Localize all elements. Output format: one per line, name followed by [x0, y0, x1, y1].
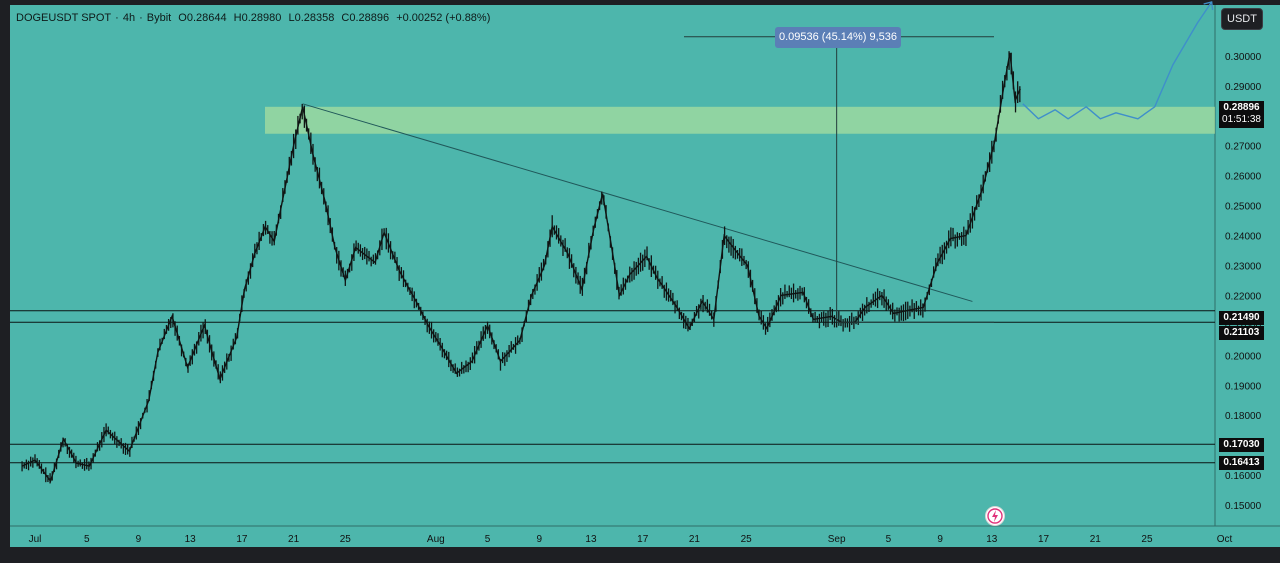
x-tick-label: 25 [741, 534, 753, 545]
y-tick-label: 0.15000 [1225, 501, 1262, 512]
x-tick-label: 13 [986, 534, 998, 545]
interval-label: 4h [122, 12, 136, 24]
time-axis[interactable] [10, 526, 1280, 547]
level-tag-2: 0.21103 [1219, 326, 1264, 340]
projection-path [1022, 1, 1213, 120]
y-tick-label: 0.19000 [1225, 381, 1262, 392]
x-tick-label: 9 [536, 534, 542, 545]
level-tag-1: 0.21490 [1219, 311, 1264, 325]
low-value: L0.28358 [288, 12, 335, 24]
y-tick-label: 0.18000 [1225, 411, 1262, 422]
price-line [21, 52, 1021, 483]
descending-trendline [302, 103, 973, 302]
x-tick-label: Sep [828, 534, 846, 545]
y-tick-label: 0.29000 [1225, 82, 1262, 93]
level-tag-3: 0.17030 [1219, 438, 1264, 452]
x-tick-label: Jul [29, 534, 42, 545]
x-tick-label: 21 [288, 534, 300, 545]
x-tick-label: Oct [1217, 534, 1233, 545]
last-price-value: 0.28896 [1223, 102, 1260, 113]
last-price-tag: 0.28896 01:51:38 [1219, 101, 1264, 128]
resistance-zone [265, 106, 1215, 134]
x-tick-label: 5 [886, 534, 892, 545]
x-tick-label: 9 [136, 534, 142, 545]
y-tick-label: 0.24000 [1225, 232, 1262, 243]
x-tick-label: 13 [185, 534, 197, 545]
y-tick-label: 0.27000 [1225, 142, 1262, 153]
bar-countdown: 01:51:38 [1222, 114, 1261, 125]
level-tag-4: 0.16413 [1219, 456, 1264, 470]
high-value: H0.28980 [233, 12, 282, 24]
x-tick-label: 25 [1141, 534, 1153, 545]
y-tick-label: 0.20000 [1225, 351, 1262, 362]
change-value: +0.00252 (+0.88%) [396, 12, 491, 24]
x-tick-label: 9 [937, 534, 943, 545]
x-tick-label: 17 [236, 534, 248, 545]
y-tick-label: 0.25000 [1225, 202, 1262, 213]
currency-button[interactable]: USDT [1221, 8, 1263, 30]
y-tick-label: 0.22000 [1225, 291, 1262, 302]
y-tick-label: 0.16000 [1225, 471, 1262, 482]
open-value: O0.28644 [178, 12, 227, 24]
y-tick-label: 0.30000 [1225, 52, 1262, 63]
x-tick-label: Aug [427, 534, 445, 545]
measure-label: 0.09536 (45.14%) 9,536 [775, 27, 901, 48]
x-tick-label: 17 [1038, 534, 1050, 545]
plot-area[interactable] [10, 5, 1215, 526]
y-tick-label: 0.23000 [1225, 262, 1262, 273]
x-tick-label: 5 [485, 534, 491, 545]
x-tick-label: 13 [585, 534, 597, 545]
projection-arrow-head [1203, 1, 1214, 11]
exchange-label: Bybit [146, 12, 172, 24]
symbol-header: DOGEUSDT SPOT · 4h · Bybit O0.28644 H0.28980… [16, 12, 491, 24]
x-tick-label: 5 [84, 534, 90, 545]
x-tick-label: 17 [637, 534, 649, 545]
lightning-icon[interactable] [985, 506, 1005, 526]
symbol-name: DOGEUSDT SPOT [16, 12, 112, 24]
x-tick-label: 21 [689, 534, 701, 545]
y-tick-label: 0.26000 [1225, 172, 1262, 183]
close-value: C0.28896 [341, 12, 390, 24]
x-tick-label: 25 [340, 534, 352, 545]
x-tick-label: 21 [1090, 534, 1102, 545]
